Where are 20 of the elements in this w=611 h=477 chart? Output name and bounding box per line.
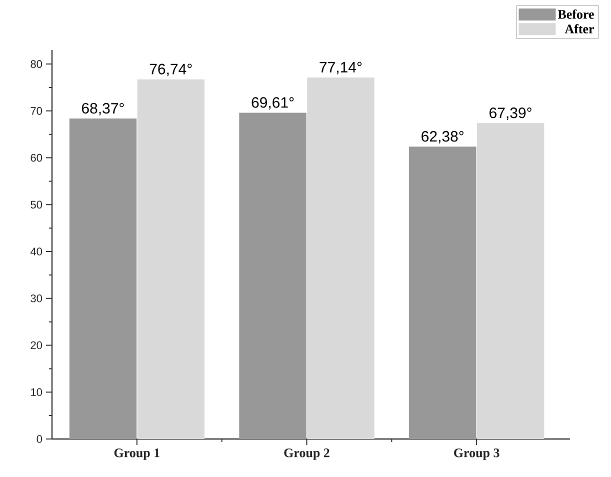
x-tick-label: Group 1 xyxy=(114,448,160,460)
y-tick-label: 40 xyxy=(30,248,42,256)
y-tick-label: 10 xyxy=(31,388,42,396)
y-tick-label: 80 xyxy=(30,60,42,68)
data-label: 69,61° xyxy=(252,97,294,110)
data-label: 77,14° xyxy=(320,62,362,74)
x-tick-label: Group 3 xyxy=(454,448,500,460)
y-tick-label: 50 xyxy=(30,200,42,209)
y-tick-label: 20 xyxy=(30,341,42,350)
legend-label: After xyxy=(564,24,594,34)
data-label: 67,39° xyxy=(490,108,532,120)
y-tick-label: 70 xyxy=(30,107,42,115)
x-tick-label: Group 2 xyxy=(284,448,330,460)
legend-label: Before xyxy=(558,9,594,19)
data-label: 62,38° xyxy=(422,131,464,144)
data-label: 68,37° xyxy=(82,102,124,116)
y-tick-label: 0 xyxy=(36,435,42,443)
data-label: 76,74° xyxy=(150,64,192,76)
y-tick-label: 60 xyxy=(30,154,42,162)
y-tick-label: 30 xyxy=(30,294,42,302)
